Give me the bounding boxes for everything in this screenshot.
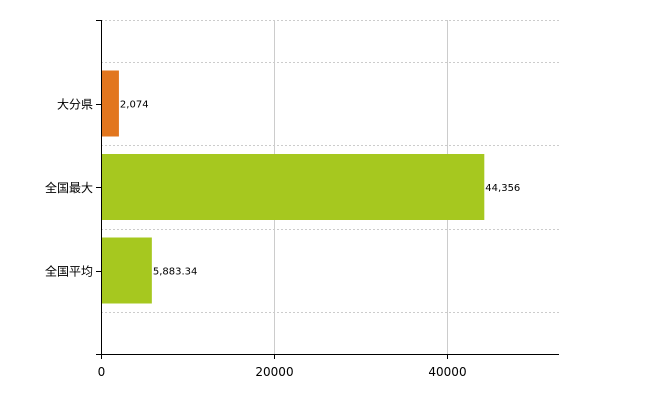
x-ticks-group: 0 20000 40000	[98, 354, 467, 379]
data-labels-group: 2,074 44,356 5,883.34	[120, 100, 520, 278]
data-label: 2,074	[120, 100, 149, 111]
bar	[101, 154, 485, 220]
axes	[96, 20, 559, 355]
bar	[101, 70, 119, 137]
x-tick-label: 40000	[428, 365, 466, 379]
data-label: 5,883.34	[153, 267, 198, 278]
category-label: 大分県	[57, 98, 93, 112]
x-tick-label: 20000	[255, 365, 293, 379]
category-label: 全国平均	[45, 264, 93, 279]
x-tick-label: 0	[98, 365, 106, 379]
bars-group	[101, 70, 485, 304]
bar	[101, 237, 152, 304]
category-label: 全国最大	[45, 180, 93, 195]
data-label: 44,356	[485, 183, 520, 194]
